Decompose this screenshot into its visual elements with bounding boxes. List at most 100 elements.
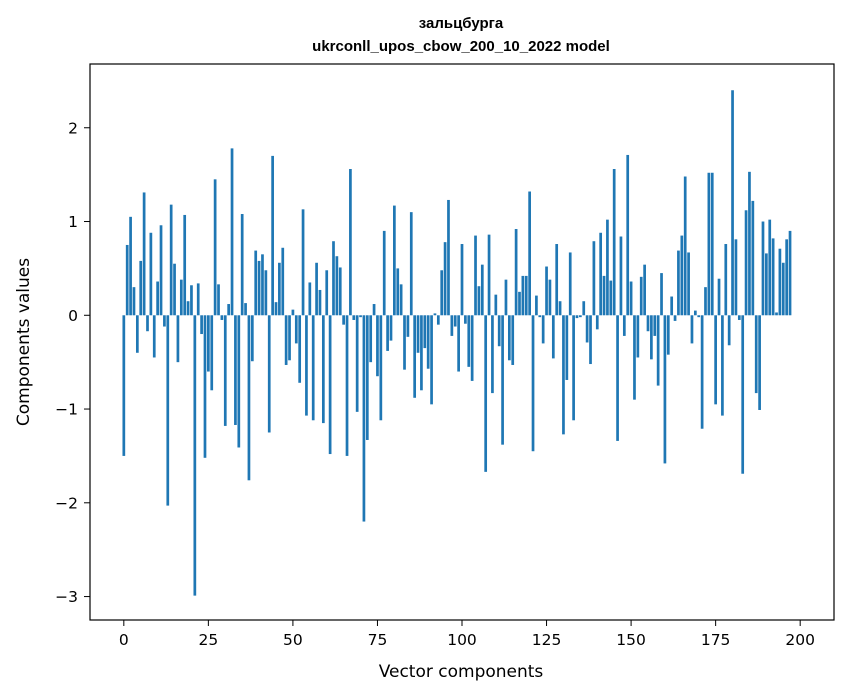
x-tick-label: 100: [447, 631, 477, 649]
bar-67: [349, 169, 352, 316]
bar-159: [660, 273, 663, 316]
x-tick-label: 125: [532, 631, 562, 649]
bar-115: [511, 315, 515, 365]
x-tick-label: 0: [119, 631, 129, 649]
bar-71: [362, 315, 366, 522]
bar-52: [298, 315, 302, 383]
bar-147: [619, 236, 623, 316]
bar-19: [186, 301, 190, 316]
bar-182: [737, 315, 741, 320]
bar-85: [409, 212, 413, 316]
bar-167: [687, 252, 690, 316]
bar-15: [173, 263, 176, 316]
bar-141: [599, 232, 603, 316]
bar-8: [149, 232, 153, 316]
bar-64: [338, 267, 342, 316]
bar-197: [788, 230, 792, 316]
bar-105: [477, 286, 481, 316]
bar-183: [741, 315, 745, 474]
bar-12: [163, 315, 166, 327]
bar-99: [457, 315, 460, 372]
x-tick-label: 50: [283, 631, 303, 649]
bar-5: [139, 260, 143, 316]
bar-84: [406, 315, 410, 337]
y-tick-label: −1: [55, 401, 78, 419]
bar-107: [484, 315, 488, 472]
bar-180: [731, 90, 734, 316]
bar-118: [521, 275, 525, 316]
bar-166: [683, 176, 687, 316]
bar-91: [430, 315, 433, 405]
bar-1: [125, 244, 129, 316]
bar-100: [460, 244, 464, 316]
bar-122: [535, 295, 538, 316]
chart-title-line1: зальцбурга: [419, 15, 504, 32]
bar-114: [507, 315, 511, 361]
x-tick-label: 150: [616, 631, 646, 649]
bar-106: [480, 264, 484, 316]
bar-170: [697, 315, 701, 318]
y-tick-label: 1: [68, 213, 78, 231]
bar-35: [240, 214, 244, 316]
bar-149: [626, 154, 630, 316]
y-tick-label: −2: [55, 494, 78, 512]
bar-185: [748, 171, 751, 316]
bar-146: [616, 315, 619, 441]
bar-96: [447, 199, 450, 316]
bar-51: [294, 315, 298, 344]
bar-55: [308, 282, 312, 316]
bar-101: [464, 315, 467, 324]
bar-104: [474, 235, 477, 316]
bar-93: [436, 315, 440, 325]
bar-22: [196, 283, 200, 316]
bar-163: [673, 315, 677, 321]
bar-3: [132, 287, 136, 316]
chart-title-line2: ukrconll_upos_cbow_200_10_2022 model: [312, 38, 610, 55]
bar-168: [690, 315, 694, 344]
bar-157: [653, 315, 657, 336]
bar-4: [135, 315, 139, 353]
y-tick-label: −3: [55, 588, 78, 606]
bar-28: [217, 284, 220, 316]
bar-192: [771, 238, 775, 316]
bar-59: [321, 315, 325, 424]
bar-37: [247, 315, 251, 481]
bar-179: [727, 315, 731, 346]
bar-196: [785, 239, 789, 316]
bar-54: [305, 315, 308, 416]
bar-125: [545, 266, 548, 316]
bar-49: [288, 315, 291, 361]
bar-66: [345, 315, 349, 456]
bar-133: [572, 315, 575, 421]
bar-130: [562, 315, 565, 435]
bar-38: [250, 315, 254, 362]
bar-17: [179, 279, 183, 316]
y-tick-label: 0: [68, 307, 78, 325]
bar-119: [524, 275, 528, 316]
bar-34: [237, 315, 241, 448]
bar-78: [386, 315, 389, 351]
bar-13: [166, 315, 170, 506]
bar-42: [264, 270, 268, 316]
bar-0: [122, 315, 126, 456]
bar-116: [514, 229, 518, 316]
bar-80: [393, 205, 396, 316]
bar-129: [558, 301, 562, 316]
bar-172: [704, 287, 707, 316]
y-axis-ticks: −3 −2 −1 0 1 2: [55, 119, 90, 606]
bar-103: [470, 315, 474, 381]
bar-9: [152, 315, 156, 358]
bar-113: [504, 279, 508, 316]
bar-94: [440, 270, 444, 316]
bar-108: [487, 234, 491, 316]
bar-53: [301, 209, 305, 316]
bar-152: [636, 315, 640, 358]
bar-74: [372, 304, 376, 316]
bar-81: [396, 268, 400, 316]
bar-187: [754, 315, 758, 394]
bar-48: [284, 315, 288, 365]
x-axis-label: Vector components: [379, 662, 544, 682]
bar-181: [734, 239, 738, 316]
bar-25: [207, 315, 210, 372]
